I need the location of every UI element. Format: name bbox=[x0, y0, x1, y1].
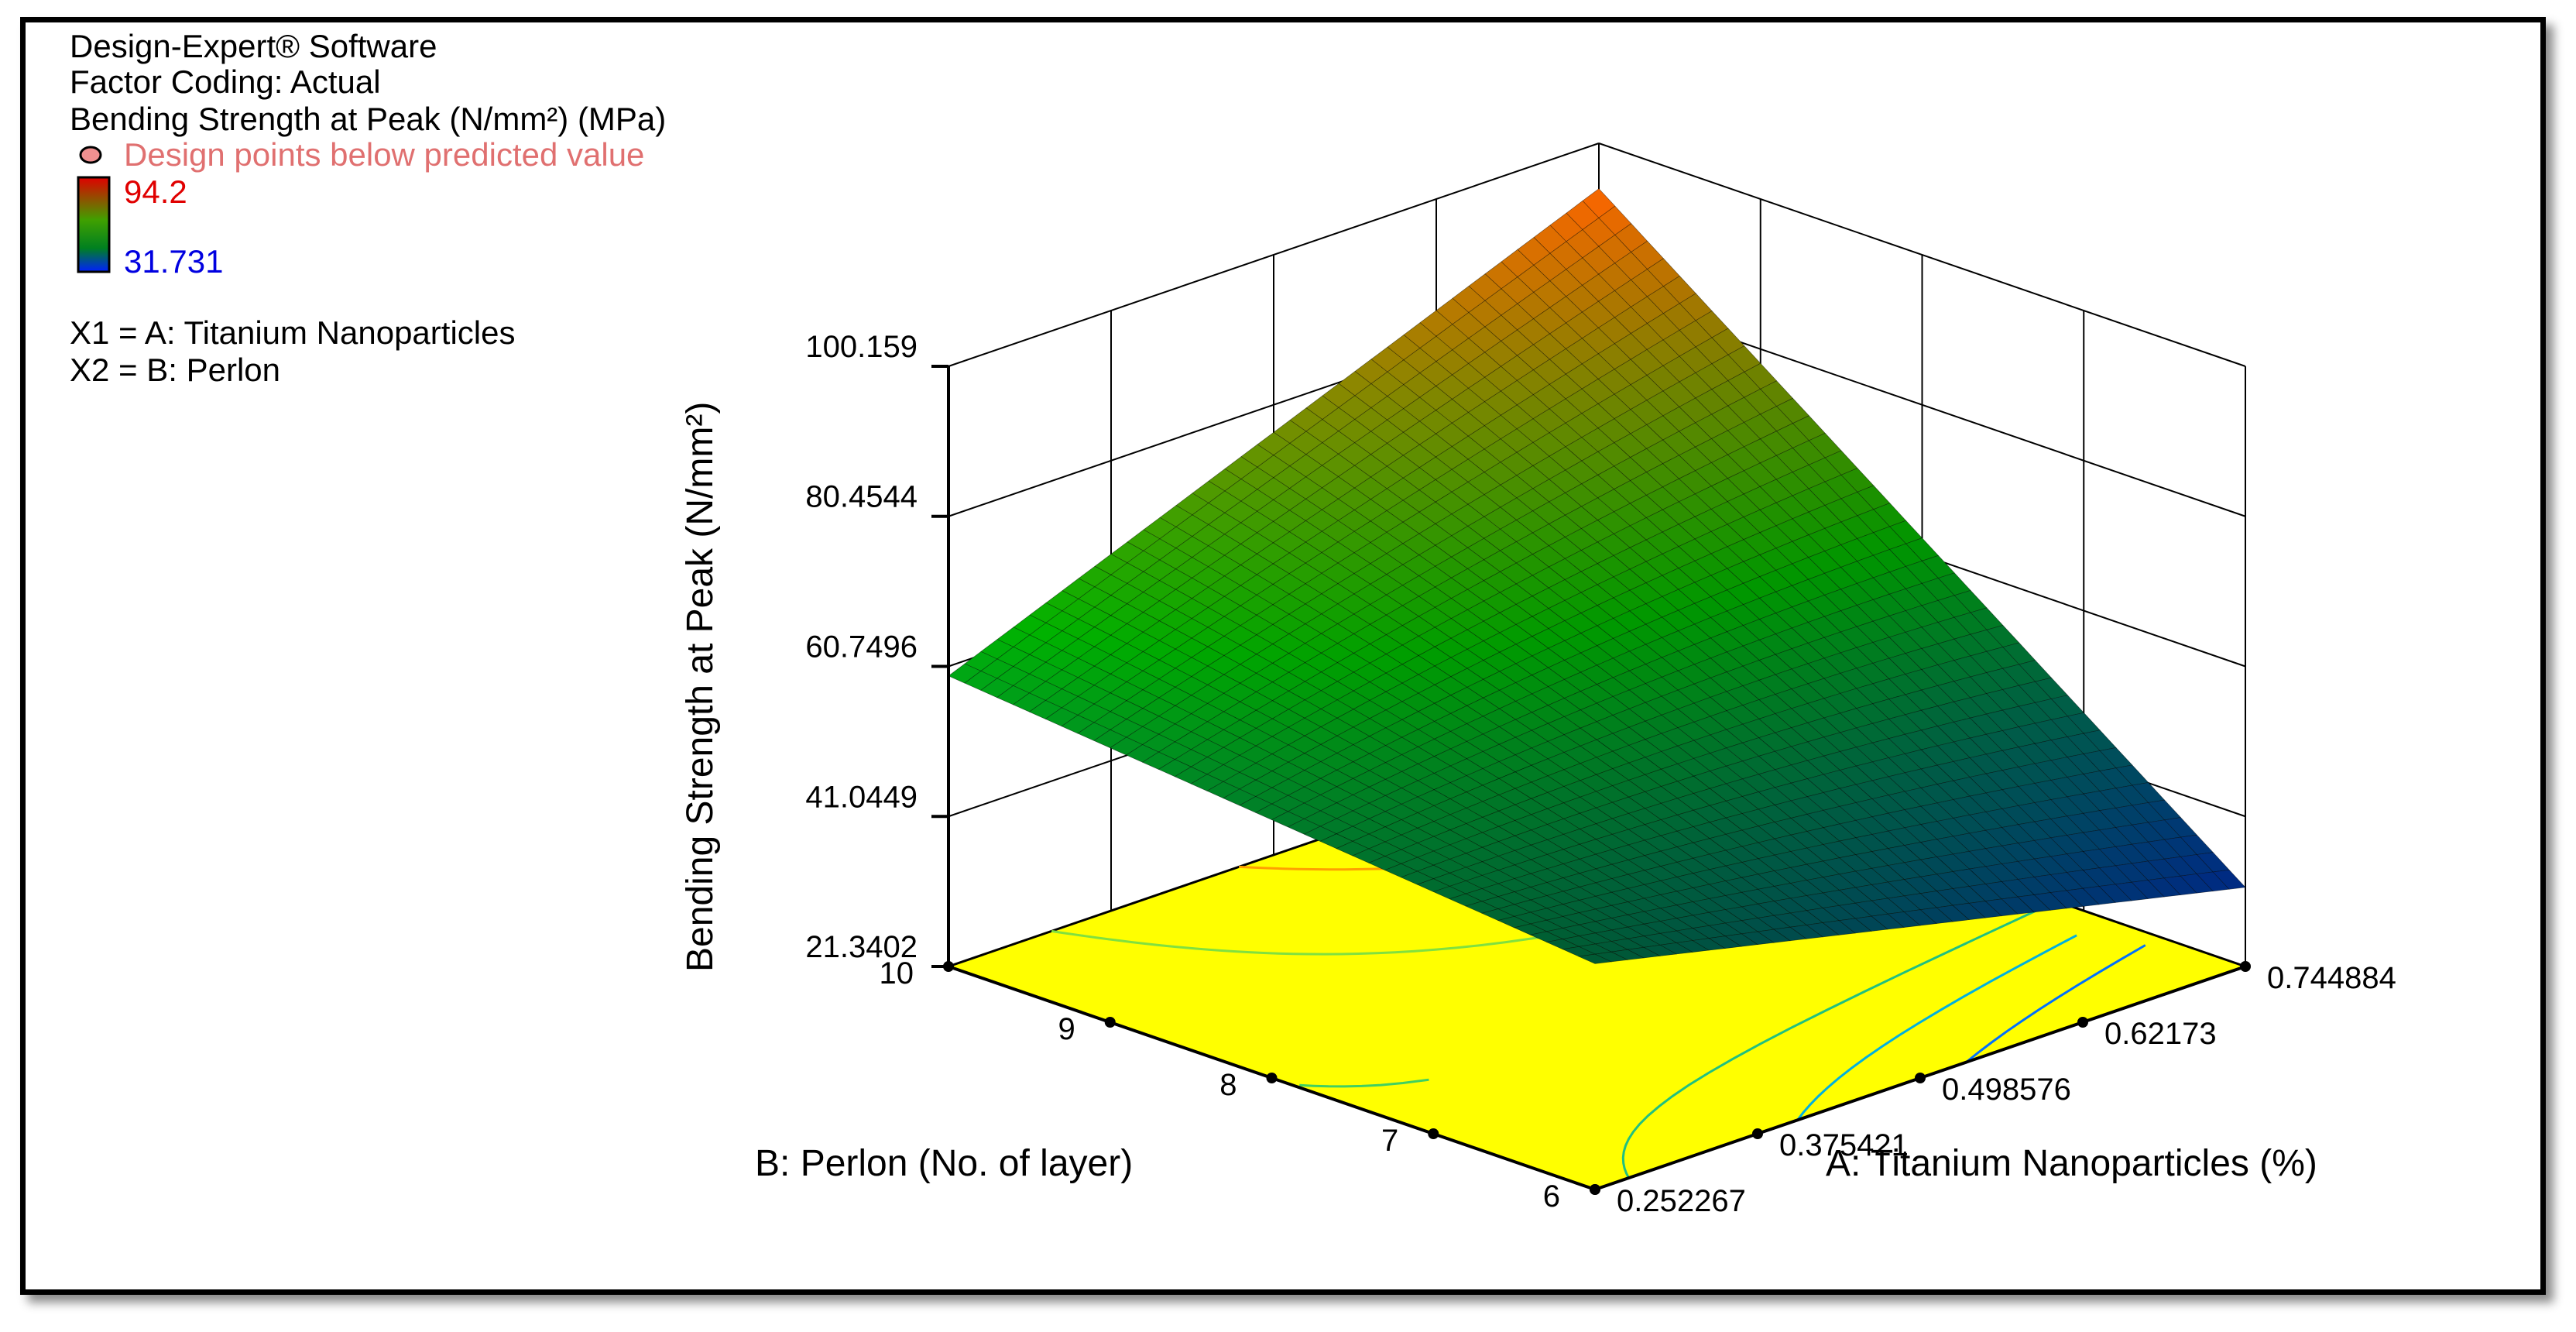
a-tick bbox=[2077, 1016, 2089, 1028]
design-point-marker bbox=[79, 146, 102, 164]
a-tick-label: 0.744884 bbox=[2267, 961, 2396, 995]
design-points-label: Design points below predicted value bbox=[124, 136, 645, 173]
a-tick bbox=[1751, 1128, 1763, 1140]
b-tick bbox=[1104, 1017, 1116, 1028]
b-tick bbox=[1428, 1128, 1439, 1139]
b-tick-label: 6 bbox=[1543, 1179, 1560, 1214]
contour-line bbox=[1796, 934, 2077, 1121]
color-scale-bar bbox=[77, 176, 111, 273]
b-tick-label: 9 bbox=[1058, 1012, 1075, 1046]
contour-line bbox=[1051, 866, 1837, 956]
b-tick bbox=[943, 961, 954, 972]
a-tick bbox=[1590, 1184, 1600, 1195]
z-tick-label: 41.0449 bbox=[805, 780, 918, 814]
response-label: Bending Strength at Peak (N/mm²) (MPa) bbox=[70, 101, 667, 137]
color-min-label: 31.731 bbox=[124, 243, 224, 280]
legend-group bbox=[77, 146, 111, 273]
x1-label: X1 = A: Titanium Nanoparticles bbox=[70, 314, 516, 351]
a-tick-label: 0.252267 bbox=[1617, 1184, 1746, 1218]
y-axis-title: B: Perlon (No. of layer) bbox=[755, 1143, 1133, 1184]
a-tick-label: 0.62173 bbox=[2104, 1017, 2217, 1051]
z-tick-label: 60.7496 bbox=[805, 630, 918, 664]
a-tick bbox=[1915, 1072, 1926, 1083]
contour-line bbox=[1965, 944, 2146, 1063]
b-tick-label: 7 bbox=[1381, 1124, 1398, 1158]
z-tick-label: 80.4544 bbox=[805, 480, 918, 514]
b-tick bbox=[1266, 1073, 1278, 1083]
contour-line bbox=[1621, 908, 2039, 1179]
response-surface bbox=[948, 188, 2246, 964]
b-tick-label: 10 bbox=[880, 956, 914, 990]
z-axis-title: Bending Strength at Peak (N/mm²) bbox=[680, 402, 721, 972]
x2-label: X2 = B: Perlon bbox=[70, 352, 280, 388]
a-tick-label: 0.498576 bbox=[1942, 1073, 2071, 1107]
x-axis-title: A: Titanium Nanoparticles (%) bbox=[1826, 1143, 2317, 1184]
software-label: Design-Expert® Software bbox=[70, 28, 437, 64]
z-tick-label: 21.3402 bbox=[805, 930, 918, 964]
a-tick-label: 0.375421 bbox=[1779, 1128, 1909, 1162]
a-tick bbox=[2240, 961, 2251, 972]
surface-cell bbox=[1578, 953, 1613, 964]
grid-line bbox=[948, 142, 1600, 367]
contour-line bbox=[1299, 1078, 1429, 1088]
factor-coding-label: Factor Coding: Actual bbox=[70, 64, 381, 100]
grid-line bbox=[1598, 142, 2246, 367]
b-tick-label: 8 bbox=[1219, 1068, 1237, 1102]
color-max-label: 94.2 bbox=[124, 173, 187, 210]
axes: 21.3402 41.0449 60.7496 80.4544 100.159 6 7 8 9 1… bbox=[805, 330, 2396, 1218]
z-tick-label: 100.159 bbox=[805, 330, 918, 364]
